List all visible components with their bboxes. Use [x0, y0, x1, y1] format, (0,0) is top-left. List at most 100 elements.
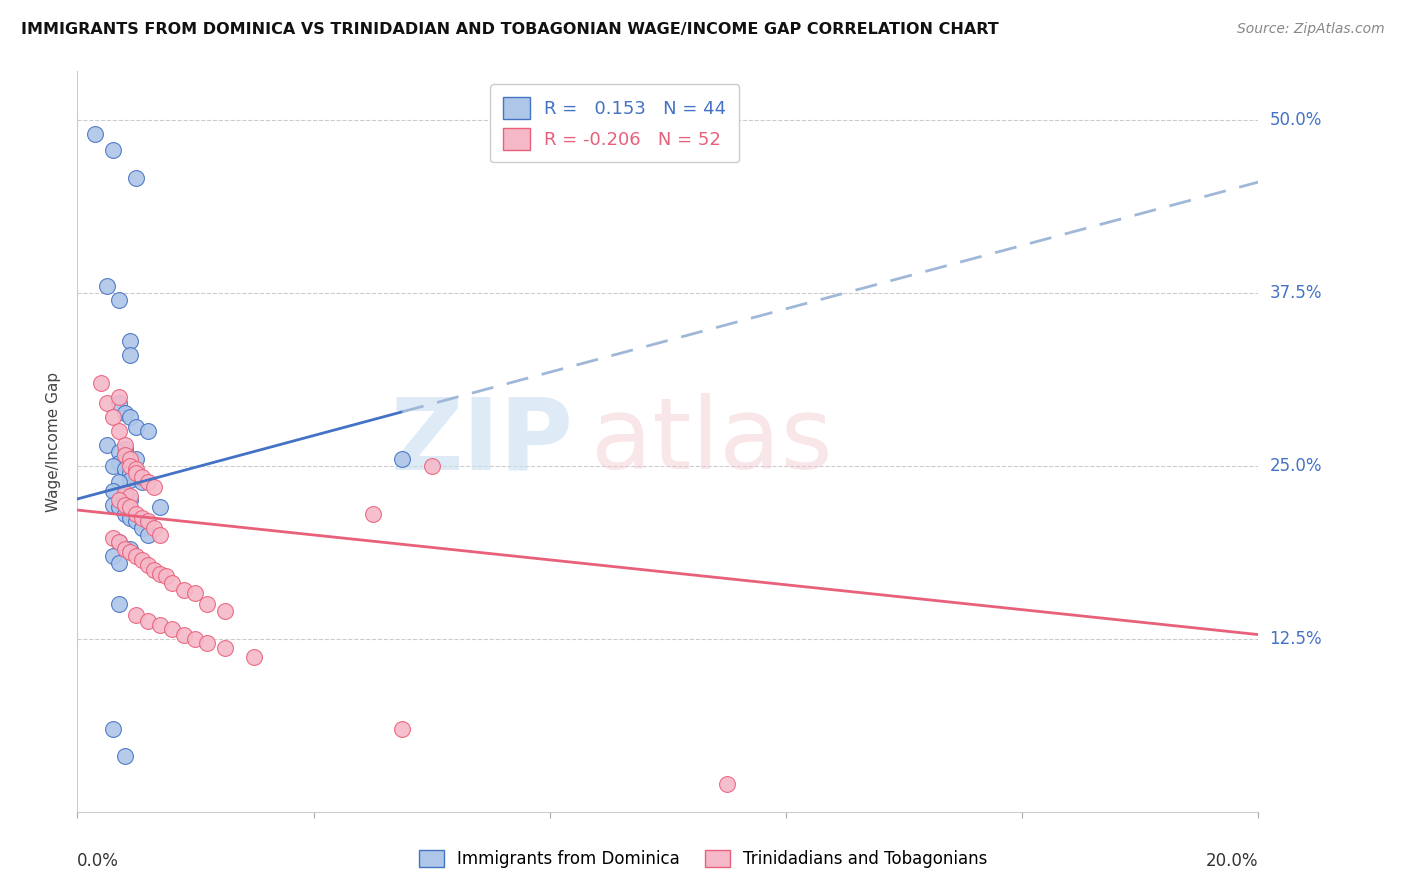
Point — [131, 521, 153, 535]
Point — [125, 420, 148, 434]
Point — [84, 127, 107, 141]
Point — [214, 604, 236, 618]
Legend: R =   0.153   N = 44, R = -0.206   N = 52: R = 0.153 N = 44, R = -0.206 N = 52 — [491, 84, 740, 162]
Point — [101, 143, 124, 157]
Point — [136, 528, 159, 542]
Point — [214, 641, 236, 656]
Point — [136, 424, 159, 438]
Point — [149, 528, 172, 542]
Point — [391, 722, 413, 736]
Point — [114, 507, 136, 521]
Point — [125, 461, 148, 475]
Point — [114, 448, 136, 462]
Text: Source: ZipAtlas.com: Source: ZipAtlas.com — [1237, 22, 1385, 37]
Point — [101, 549, 124, 563]
Point — [101, 458, 124, 473]
Point — [184, 632, 207, 646]
Point — [120, 541, 142, 556]
Point — [96, 438, 118, 452]
Point — [90, 376, 112, 390]
Point — [160, 622, 183, 636]
Point — [195, 636, 218, 650]
Point — [120, 451, 142, 466]
Text: atlas: atlas — [591, 393, 832, 490]
Point — [149, 500, 172, 515]
Point — [107, 534, 129, 549]
Text: 20.0%: 20.0% — [1206, 853, 1258, 871]
Point — [107, 390, 129, 404]
Point — [120, 489, 142, 503]
Legend: Immigrants from Dominica, Trinidadians and Tobagonians: Immigrants from Dominica, Trinidadians a… — [412, 843, 994, 875]
Y-axis label: Wage/Income Gap: Wage/Income Gap — [46, 371, 62, 512]
Point — [114, 448, 136, 462]
Point — [125, 466, 148, 480]
Point — [107, 445, 129, 459]
Point — [120, 458, 142, 473]
Point — [107, 556, 129, 570]
Point — [149, 618, 172, 632]
Point — [107, 456, 129, 470]
Point — [125, 470, 148, 484]
Text: ZIP: ZIP — [391, 393, 574, 490]
Point — [125, 549, 148, 563]
Point — [107, 493, 129, 508]
Point — [96, 396, 118, 410]
Point — [114, 498, 136, 512]
Point — [361, 507, 384, 521]
Point — [173, 583, 195, 598]
Point — [107, 424, 129, 438]
Point — [160, 576, 183, 591]
Point — [120, 473, 142, 487]
Point — [114, 749, 136, 764]
Text: 0.0%: 0.0% — [77, 853, 120, 871]
Point — [120, 466, 142, 480]
Point — [136, 475, 159, 490]
Point — [120, 348, 142, 362]
Point — [155, 569, 177, 583]
Point — [101, 498, 124, 512]
Point — [243, 649, 266, 664]
Point — [114, 489, 136, 503]
Point — [120, 334, 142, 349]
Point — [136, 558, 159, 573]
Point — [114, 442, 136, 457]
Point — [120, 511, 142, 525]
Text: 12.5%: 12.5% — [1270, 630, 1322, 648]
Point — [143, 521, 166, 535]
Point — [125, 451, 148, 466]
Point — [125, 514, 148, 528]
Point — [101, 531, 124, 545]
Point — [107, 293, 129, 307]
Point — [96, 278, 118, 293]
Point — [391, 451, 413, 466]
Point — [420, 458, 443, 473]
Point — [143, 479, 166, 493]
Point — [131, 475, 153, 490]
Point — [114, 541, 136, 556]
Point — [107, 396, 129, 410]
Point — [107, 500, 129, 515]
Point — [143, 563, 166, 577]
Text: 37.5%: 37.5% — [1270, 284, 1322, 301]
Point — [114, 461, 136, 475]
Point — [136, 514, 159, 528]
Point — [131, 553, 153, 567]
Point — [120, 493, 142, 508]
Point — [114, 438, 136, 452]
Point — [114, 406, 136, 420]
Point — [107, 534, 129, 549]
Point — [716, 777, 738, 791]
Point — [107, 597, 129, 611]
Point — [125, 507, 148, 521]
Point — [125, 170, 148, 185]
Point — [173, 627, 195, 641]
Text: 25.0%: 25.0% — [1270, 457, 1322, 475]
Point — [195, 597, 218, 611]
Point — [149, 566, 172, 581]
Point — [131, 511, 153, 525]
Text: IMMIGRANTS FROM DOMINICA VS TRINIDADIAN AND TOBAGONIAN WAGE/INCOME GAP CORRELATI: IMMIGRANTS FROM DOMINICA VS TRINIDADIAN … — [21, 22, 998, 37]
Text: 50.0%: 50.0% — [1270, 111, 1322, 128]
Point — [136, 614, 159, 628]
Point — [120, 544, 142, 558]
Point — [114, 486, 136, 500]
